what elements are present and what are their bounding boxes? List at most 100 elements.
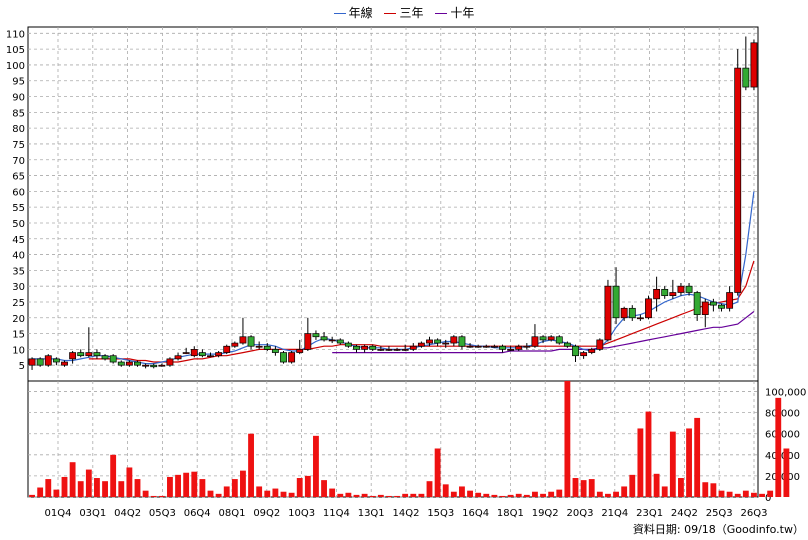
volume-bar (467, 490, 473, 497)
candle-body (645, 298, 652, 319)
candle-body (158, 364, 166, 367)
source-note: 資料日期: 09/18（Goodinfo.tw） (632, 523, 804, 536)
candle-body (628, 307, 636, 319)
volume-bar (718, 490, 725, 497)
candle-body (328, 339, 336, 342)
volume-bar (142, 490, 149, 497)
volume-bar (29, 494, 35, 497)
volume-bar (434, 448, 441, 497)
volume-bar (450, 491, 457, 497)
price-tick-label: 80 (12, 124, 25, 135)
price-tick-label: 85 (12, 108, 25, 119)
volume-bar (669, 431, 676, 497)
volume-bar (710, 483, 717, 497)
candle-body (580, 352, 588, 357)
volume-bar (580, 480, 587, 497)
volume-bar (134, 479, 141, 497)
candle-body (101, 355, 109, 360)
volume-bar (499, 495, 506, 497)
x-tick-label: 15Q3 (427, 508, 454, 519)
price-tick-label: 25 (12, 298, 25, 309)
volume-bar (751, 492, 757, 497)
volume-bar (183, 472, 190, 497)
legend-label-3yr: 三年 (399, 6, 424, 20)
volume-bar (167, 476, 173, 497)
volume-tick-label: 100,000 (765, 388, 806, 399)
candle-body (742, 67, 750, 88)
volume-bar (272, 488, 279, 497)
volume-bar (296, 478, 303, 497)
candle-body (312, 333, 320, 338)
volume-bar (369, 495, 376, 497)
legend-swatch-3yr (384, 13, 397, 14)
candle-body (28, 358, 36, 366)
volume-bar (402, 493, 409, 497)
volume-bar (377, 494, 384, 497)
x-tick-label: 05Q3 (149, 508, 176, 519)
volume-bar (110, 454, 117, 497)
candle-body (474, 345, 482, 348)
volume-bar (702, 482, 709, 497)
volume-bar (126, 467, 133, 497)
candle-body (320, 336, 328, 341)
volume-bar (637, 428, 644, 497)
candle-body (426, 339, 433, 344)
candle-body (523, 345, 531, 348)
candle-body (182, 352, 190, 354)
candle-body (361, 345, 369, 350)
candle-body (198, 352, 206, 357)
candle-body (661, 288, 669, 297)
volume-bar (337, 493, 344, 497)
candle-body (117, 361, 125, 366)
volume-bar (69, 462, 76, 497)
price-tick-label: 55 (12, 203, 25, 214)
candle-body (69, 352, 77, 360)
price-tick-label: 10 (12, 345, 25, 356)
x-tick-label: 10Q3 (288, 508, 315, 519)
price-tick-label: 5 (19, 361, 25, 372)
x-tick-label: 26Q3 (741, 508, 768, 519)
volume-bar (621, 486, 628, 497)
volume-bar (410, 493, 417, 497)
volume-bar (686, 428, 692, 497)
x-tick-label: 24Q2 (671, 508, 698, 519)
candle-body (693, 292, 701, 315)
candle-body (685, 285, 693, 293)
volume-bar (264, 490, 271, 497)
price-tick-label: 110 (6, 29, 25, 40)
legend-item-1yr: 年線 (333, 4, 373, 21)
volume-bar (223, 486, 230, 497)
x-tick-label: 09Q2 (253, 508, 280, 519)
chart-legend: 年線 三年 十年 (0, 4, 808, 21)
legend-item-3yr: 三年 (384, 4, 424, 21)
legend-item-10yr: 十年 (435, 4, 474, 21)
volume-bar (304, 475, 311, 497)
candle-body (653, 288, 661, 300)
volume-bar (158, 495, 165, 497)
candle-body (401, 349, 409, 351)
volume-bar (775, 397, 782, 497)
candle-body (336, 339, 344, 344)
candle-body (280, 352, 287, 363)
legend-swatch-10yr (435, 13, 448, 14)
volume-tick-label: 40,000 (765, 451, 800, 462)
volume-bar (248, 433, 254, 497)
candle-body (563, 342, 571, 347)
legend-label-1yr: 年線 (348, 6, 373, 20)
legend-swatch-1yr (333, 13, 346, 14)
volume-bar (572, 478, 579, 497)
candle-body (596, 339, 604, 350)
x-tick-label: 23Q1 (636, 508, 663, 519)
volume-bar (191, 471, 198, 497)
x-tick-label: 06Q4 (184, 508, 211, 519)
volume-bar (459, 486, 465, 497)
volume-bar (199, 479, 206, 497)
candle-body (612, 285, 620, 319)
candle-body (142, 364, 150, 367)
volume-bar (394, 495, 400, 497)
price-tick-label: 45 (12, 235, 25, 246)
candle-body (109, 355, 117, 363)
volume-bar (175, 474, 181, 497)
volume-tick-label: 60,000 (765, 430, 800, 441)
volume-tick-label: 0 (765, 493, 771, 504)
